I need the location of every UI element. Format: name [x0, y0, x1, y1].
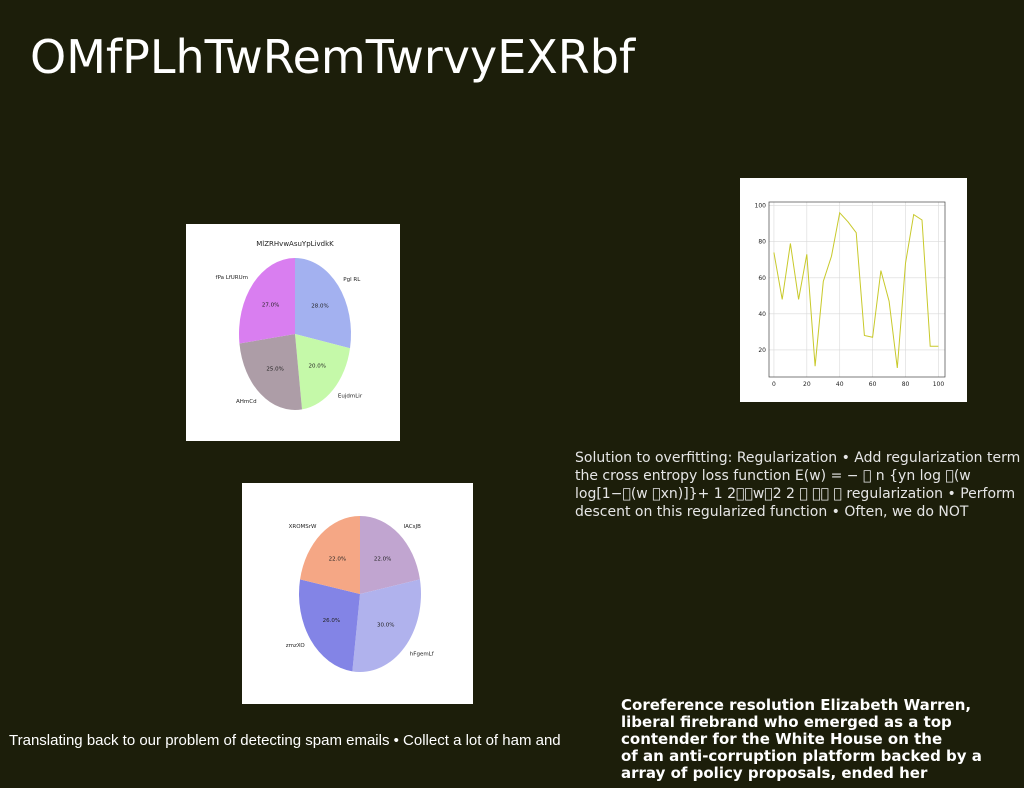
pie-chart-1-pct-1: 28.0% — [311, 303, 328, 309]
regularization-line-4: descent on this regularized function • O… — [575, 504, 969, 520]
coreference-line-1: Coreference resolution Elizabeth Warren, — [621, 696, 972, 714]
pie-chart-1-label-1: Pgl RL — [343, 277, 361, 283]
line-chart-xtick-6: 100 — [933, 381, 945, 388]
pie-chart-2-slice-1 — [360, 516, 420, 594]
pie-chart-1: MlZRHvwAsuYpLivdkK Pgl RL 28.0% EujdmLir 20… — [186, 224, 400, 441]
regularization-line-2: the cross entropy loss function E(w) = −… — [575, 468, 971, 484]
pie-chart-2-pct-3: 26.0% — [323, 618, 340, 624]
pie-chart-1-slice-4 — [238, 258, 295, 344]
line-chart-ytick-5: 100 — [755, 203, 767, 210]
slide-title: OMfPLhTwRemTwrvyEXRbf — [30, 30, 636, 84]
coreference-line-5: array of policy proposals, ended her — [621, 764, 928, 782]
line-chart-series-1 — [773, 211, 939, 369]
pie-chart-1-title: MlZRHvwAsuYpLivdkK — [256, 240, 334, 248]
pie-chart-2: IACsJB 22.0% hFgemLf 30.0% zmzXO 26.0% XROMSrW… — [242, 483, 473, 704]
coreference-line-2: liberal firebrand who emerged as a top — [621, 713, 952, 731]
line-chart-xtick-5: 80 — [902, 381, 910, 388]
coreference-line-4: of an anti-corruption platform backed by… — [621, 747, 982, 765]
pie-chart-2-pct-4: 22.0% — [329, 557, 346, 563]
line-chart-ytick-3: 60 — [758, 275, 766, 282]
pie-chart-2-pct-2: 30.0% — [377, 623, 394, 629]
pie-chart-2-svg: IACsJB 22.0% hFgemLf 30.0% zmzXO 26.0% XROMSrW… — [286, 516, 435, 672]
pie-chart-1-pct-3: 25.0% — [266, 366, 283, 372]
line-chart-ytick-4: 80 — [758, 239, 766, 246]
line-chart-frame — [768, 201, 946, 378]
pie-chart-2-label-4: XROMSrW — [289, 524, 317, 530]
pie-chart-1-svg: MlZRHvwAsuYpLivdkK Pgl RL 28.0% EujdmLir 20… — [216, 240, 363, 410]
line-chart-xtick-1: 0 — [772, 381, 776, 388]
pie-chart-2-slice-4 — [300, 516, 360, 594]
line-chart-xtick-4: 60 — [869, 381, 877, 388]
pie-chart-2-slice-3 — [298, 579, 360, 672]
pie-chart-1-pct-4: 27.0% — [262, 302, 279, 308]
line-chart-svg: 0 20 40 60 80 100 20 40 60 80 100 — [755, 201, 946, 388]
line-chart-xtick-2: 20 — [803, 381, 811, 388]
pie-chart-1-label-4: fPa LfURUm — [216, 275, 248, 281]
pie-chart-1-slice-1 — [295, 258, 352, 349]
pie-chart-2-label-1: IACsJB — [404, 524, 422, 530]
spam-detection-text: Translating back to our problem of detec… — [9, 732, 561, 749]
pie-chart-2-label-3: zmzXO — [286, 643, 306, 649]
pie-chart-1-label-3: AHmCd — [236, 399, 257, 405]
regularization-line-1: Solution to overfitting: Regularization … — [575, 450, 1021, 466]
line-chart-xtick-3: 40 — [836, 381, 844, 388]
pie-chart-1-slice-3 — [239, 334, 303, 410]
pie-chart-1-pct-2: 20.0% — [308, 364, 325, 370]
line-chart-ytick-1: 20 — [758, 347, 766, 354]
coreference-line-3: contender for the White House on the — [621, 730, 943, 748]
line-chart: 0 20 40 60 80 100 20 40 60 80 100 — [740, 178, 967, 402]
coreference-text: Coreference resolution Elizabeth Warren,… — [621, 697, 982, 782]
regularization-text: Solution to overfitting: Regularization … — [575, 449, 1020, 521]
pie-chart-2-pct-1: 22.0% — [374, 557, 391, 563]
pie-chart-2-label-2: hFgemLf — [410, 651, 435, 657]
pie-chart-1-slice-2 — [295, 334, 351, 410]
regularization-line-3: log[1− (w  xn)]}+ 1 2  w 2 2        regu… — [575, 486, 1016, 502]
pie-chart-1-label-2: EujdmLir — [338, 394, 363, 400]
pie-chart-2-slice-2 — [352, 579, 422, 672]
line-chart-ytick-2: 40 — [758, 311, 766, 318]
